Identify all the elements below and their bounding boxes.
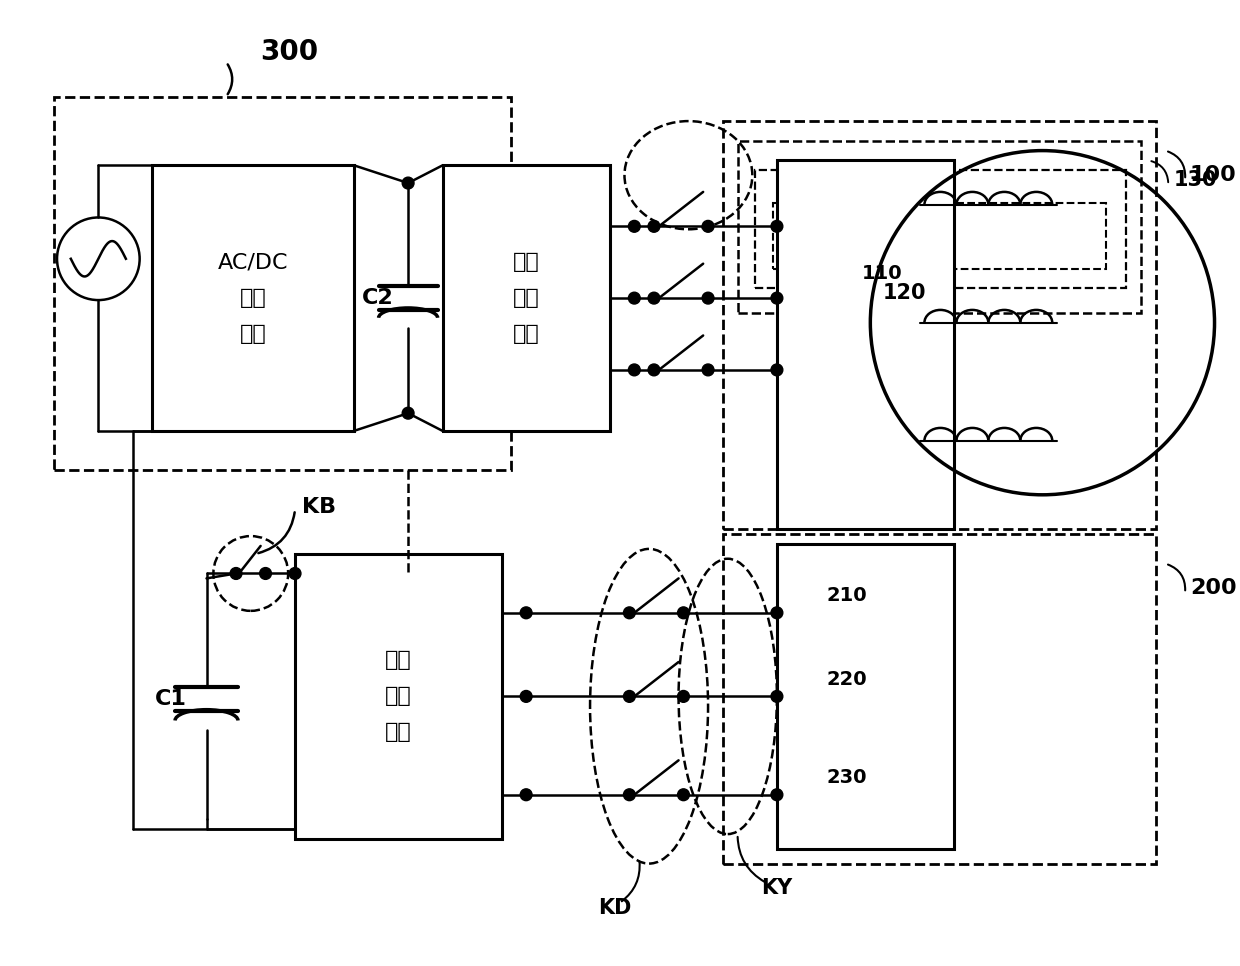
Circle shape bbox=[649, 293, 660, 304]
Circle shape bbox=[649, 220, 660, 232]
Text: 210: 210 bbox=[826, 586, 867, 605]
Text: 100: 100 bbox=[1190, 165, 1236, 185]
Text: 230: 230 bbox=[826, 768, 867, 787]
Bar bbox=[777, 160, 954, 529]
Bar bbox=[153, 165, 355, 431]
Text: C2: C2 bbox=[362, 288, 393, 308]
Text: KB: KB bbox=[301, 497, 336, 517]
Circle shape bbox=[629, 220, 640, 232]
Text: AC/DC
电源
模块: AC/DC 电源 模块 bbox=[218, 252, 289, 344]
Circle shape bbox=[231, 568, 242, 580]
Circle shape bbox=[649, 364, 660, 376]
Circle shape bbox=[771, 364, 782, 376]
Circle shape bbox=[259, 568, 272, 580]
Text: C1: C1 bbox=[155, 689, 187, 709]
Circle shape bbox=[402, 177, 414, 189]
Bar bbox=[443, 165, 610, 431]
Circle shape bbox=[402, 408, 414, 419]
Circle shape bbox=[289, 568, 301, 580]
Bar bbox=[738, 141, 1141, 313]
Circle shape bbox=[771, 293, 782, 304]
Circle shape bbox=[702, 220, 714, 232]
Text: 第二
逆变
模块: 第二 逆变 模块 bbox=[384, 650, 412, 743]
Circle shape bbox=[677, 789, 689, 801]
Circle shape bbox=[629, 293, 640, 304]
Circle shape bbox=[624, 691, 635, 702]
Bar bbox=[55, 97, 511, 470]
Text: KD: KD bbox=[598, 897, 631, 918]
Bar bbox=[723, 121, 1156, 529]
Circle shape bbox=[624, 607, 635, 618]
Text: KY: KY bbox=[761, 878, 792, 898]
Circle shape bbox=[521, 607, 532, 618]
Circle shape bbox=[521, 691, 532, 702]
Circle shape bbox=[771, 220, 782, 232]
Circle shape bbox=[771, 789, 782, 801]
Text: 120: 120 bbox=[883, 283, 926, 303]
Circle shape bbox=[677, 607, 689, 618]
Circle shape bbox=[771, 691, 782, 702]
Text: 130: 130 bbox=[1173, 170, 1216, 190]
Circle shape bbox=[702, 364, 714, 376]
Circle shape bbox=[624, 789, 635, 801]
Text: 200: 200 bbox=[1190, 579, 1236, 598]
Bar bbox=[295, 554, 501, 839]
Circle shape bbox=[629, 364, 640, 376]
Circle shape bbox=[521, 789, 532, 801]
Text: 110: 110 bbox=[862, 264, 903, 283]
Text: 220: 220 bbox=[826, 669, 867, 689]
Text: 第一
逆变
模块: 第一 逆变 模块 bbox=[513, 252, 539, 344]
Bar bbox=[773, 203, 1106, 269]
Circle shape bbox=[771, 607, 782, 618]
Bar bbox=[755, 170, 1126, 288]
Circle shape bbox=[677, 691, 689, 702]
Circle shape bbox=[702, 293, 714, 304]
Bar bbox=[777, 544, 954, 849]
Bar bbox=[723, 534, 1156, 864]
Text: 300: 300 bbox=[260, 39, 319, 67]
